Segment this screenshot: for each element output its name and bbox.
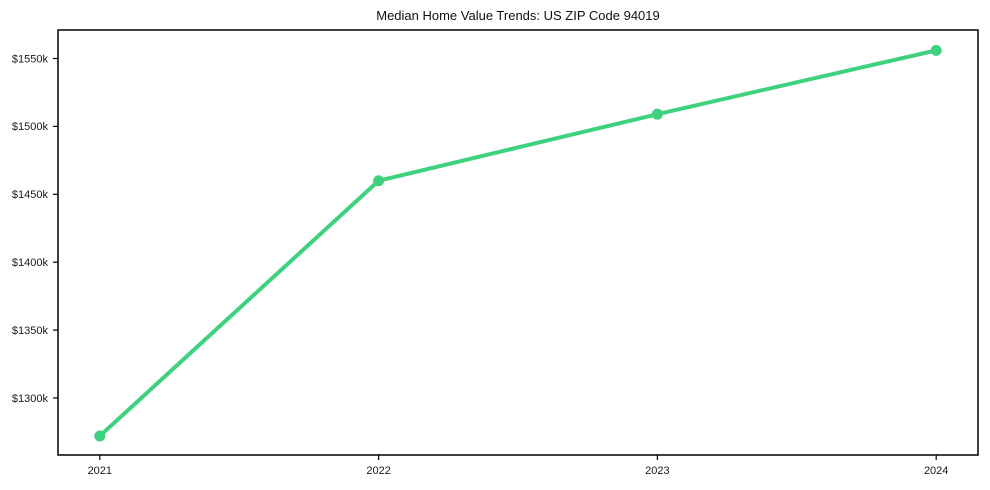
data-point-2023 xyxy=(651,108,663,120)
x-tick-label: 2022 xyxy=(366,465,390,477)
trend-line xyxy=(97,48,939,438)
y-tick-label: $1500k xyxy=(12,121,49,133)
plot-area-frame xyxy=(57,29,979,456)
chart-title: Median Home Value Trends: US ZIP Code 94… xyxy=(376,8,660,23)
y-axis: $1550k $1500k $1450k $1400k $1350k $1300k xyxy=(12,53,58,405)
y-tick-label: $1450k xyxy=(12,189,49,201)
data-series xyxy=(94,44,942,442)
y-tick-label: $1550k xyxy=(12,53,49,65)
y-tick-label: $1400k xyxy=(12,257,49,269)
data-point-2021 xyxy=(94,430,106,442)
data-point-2022 xyxy=(373,175,385,187)
x-tick-label: 2023 xyxy=(645,465,669,477)
x-tick-label: 2024 xyxy=(924,465,948,477)
data-point-2024 xyxy=(930,44,942,56)
x-tick-label: 2021 xyxy=(88,465,112,477)
y-tick-label: $1300k xyxy=(12,393,49,405)
x-axis: 2021 2022 2023 2024 xyxy=(88,455,948,477)
y-tick-label: $1350k xyxy=(12,325,49,337)
